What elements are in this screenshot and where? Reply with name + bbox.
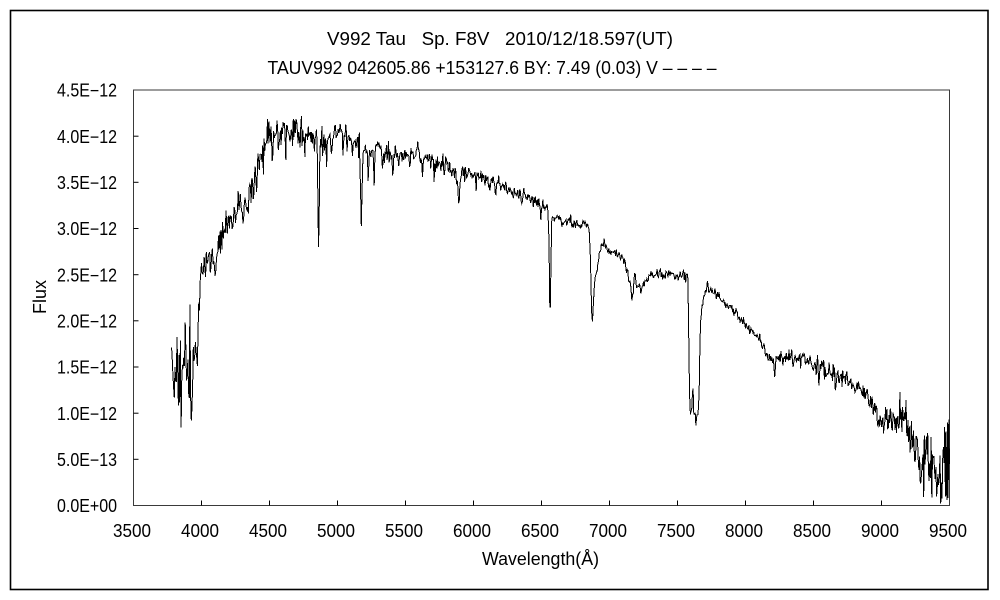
svg-text:4.0E−12: 4.0E−12 <box>57 127 117 147</box>
svg-text:4500: 4500 <box>249 521 287 541</box>
svg-text:3.5E−12: 3.5E−12 <box>57 173 117 193</box>
svg-text:1.5E−12: 1.5E−12 <box>57 358 117 378</box>
svg-text:1.0E−12: 1.0E−12 <box>57 404 117 424</box>
svg-text:5.0E−13: 5.0E−13 <box>57 450 117 470</box>
svg-text:5500: 5500 <box>385 521 423 541</box>
svg-text:0.0E+00: 0.0E+00 <box>57 496 117 516</box>
svg-text:3.0E−12: 3.0E−12 <box>57 219 117 239</box>
svg-text:6500: 6500 <box>521 521 559 541</box>
svg-text:2.5E−12: 2.5E−12 <box>57 265 117 285</box>
svg-text:TAUV992 042605.86 +153127.6 BY: TAUV992 042605.86 +153127.6 BY: 7.49 (0.… <box>268 58 717 78</box>
svg-text:Wavelength(Å): Wavelength(Å) <box>482 549 599 569</box>
svg-text:2.0E−12: 2.0E−12 <box>57 312 117 332</box>
svg-text:3500: 3500 <box>113 521 151 541</box>
svg-text:Flux: Flux <box>30 280 50 314</box>
svg-text:9500: 9500 <box>929 521 967 541</box>
svg-text:7000: 7000 <box>589 521 627 541</box>
svg-text:7500: 7500 <box>657 521 695 541</box>
svg-text:9000: 9000 <box>861 521 899 541</box>
svg-text:V992 Tau Sp. F8V 2010/12/1: V992 Tau Sp. F8V 2010/12/18.597(UT) <box>327 29 673 49</box>
svg-text:4.5E−12: 4.5E−12 <box>57 81 117 101</box>
svg-text:8000: 8000 <box>725 521 763 541</box>
svg-text:8500: 8500 <box>793 521 831 541</box>
svg-text:4000: 4000 <box>181 521 219 541</box>
svg-text:5000: 5000 <box>317 521 355 541</box>
svg-text:6000: 6000 <box>453 521 491 541</box>
